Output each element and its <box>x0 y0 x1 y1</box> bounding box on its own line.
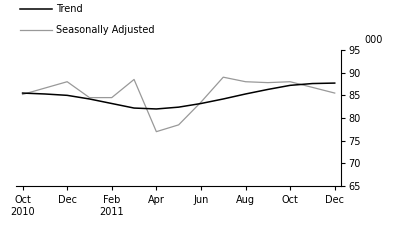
Text: 000: 000 <box>365 35 383 45</box>
Text: Seasonally Adjusted: Seasonally Adjusted <box>56 25 154 35</box>
Text: Trend: Trend <box>56 4 82 14</box>
